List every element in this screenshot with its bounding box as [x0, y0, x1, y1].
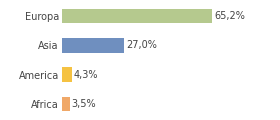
Bar	[62, 67, 71, 82]
Text: 3,5%: 3,5%	[71, 99, 96, 109]
Text: 65,2%: 65,2%	[214, 11, 245, 21]
Bar	[62, 97, 70, 111]
Text: 4,3%: 4,3%	[73, 70, 98, 80]
Bar	[62, 9, 212, 23]
Bar	[62, 38, 124, 53]
Text: 27,0%: 27,0%	[126, 40, 157, 50]
